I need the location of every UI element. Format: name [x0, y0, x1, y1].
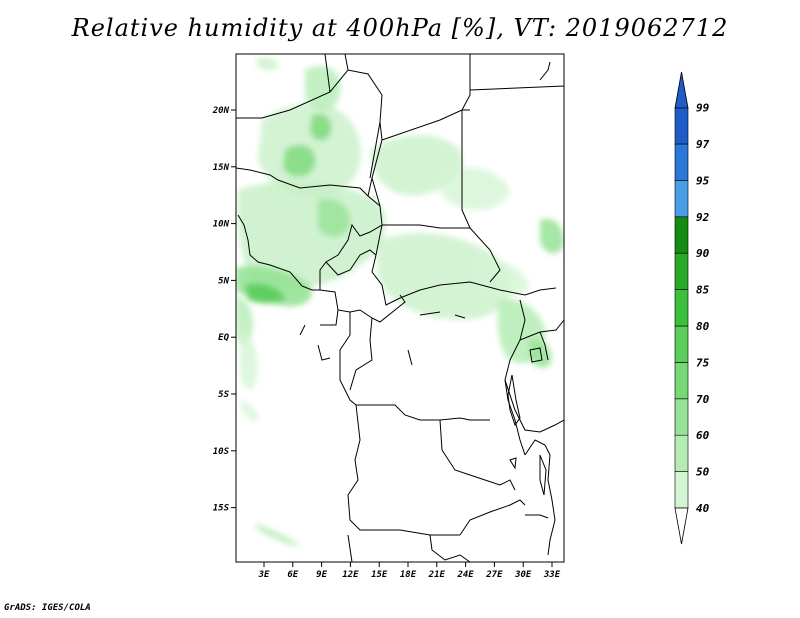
- colorbar-label: 75: [696, 356, 710, 369]
- colorbar-box: [674, 398, 689, 436]
- colorbar-label: 92: [696, 211, 710, 224]
- lat-label: 10N: [213, 220, 230, 230]
- colorbar-label: 95: [696, 174, 710, 187]
- lon-label: 21E: [428, 570, 446, 580]
- lon-label: 12E: [342, 570, 359, 580]
- colorbar-box: [674, 289, 689, 327]
- lon-label: 33E: [543, 570, 561, 580]
- lat-label: 15S: [213, 504, 230, 514]
- colorbar-box: [674, 180, 689, 218]
- colorbar-label: 90: [696, 247, 710, 260]
- lon-label: 3E: [258, 570, 270, 580]
- lat-label: 10S: [213, 447, 230, 457]
- colorbar-label: 85: [696, 284, 710, 297]
- colorbar-label: 60: [696, 429, 710, 442]
- colorbar-box: [674, 471, 689, 509]
- colorbar-label: 99: [696, 102, 710, 115]
- lon-label: 27E: [485, 570, 503, 580]
- colorbar-high-triangle: [674, 71, 689, 109]
- lat-label: EQ: [218, 333, 229, 343]
- colorbar-box: [674, 325, 689, 363]
- lat-label: 5N: [218, 276, 229, 286]
- colorbar-low-triangle: [674, 507, 689, 545]
- lon-label: 15E: [371, 570, 388, 580]
- colorbar-box: [674, 434, 689, 472]
- lon-label: 9E: [316, 570, 327, 580]
- lon-label: 18E: [400, 570, 417, 580]
- lon-label: 6E: [287, 570, 298, 580]
- colorbar-box: [674, 107, 689, 145]
- colorbar-label: 70: [696, 393, 710, 406]
- map-frame: [235, 53, 565, 563]
- colorbar-box: [674, 362, 689, 400]
- latitude-axis: 20N 15N 10N 5N EQ 5S 10S 15S: [212, 106, 236, 514]
- lat-label: 5S: [218, 390, 229, 400]
- map-title: Relative humidity at 400hPa [%], VT: 201…: [71, 14, 729, 42]
- colorbar-box: [674, 143, 689, 181]
- grads-credit: GrADS: IGES/COLA: [4, 603, 91, 613]
- humidity-shading: [236, 57, 564, 546]
- colorbar-label: 97: [696, 138, 710, 151]
- colorbar: 40 50 60 70 75 80 85 90 92 95 97 99: [674, 71, 710, 545]
- longitude-axis: 3E 6E 9E 12E 15E 18E 21E 24E 27E 30E 33E: [258, 562, 561, 580]
- colorbar-label: 50: [696, 466, 710, 479]
- colorbar-label: 40: [696, 502, 710, 515]
- colorbar-box: [674, 216, 689, 254]
- lon-label: 24E: [456, 570, 474, 580]
- lon-label: 30E: [514, 570, 532, 580]
- country-borders: [236, 54, 564, 562]
- colorbar-label: 80: [696, 320, 710, 333]
- lat-label: 20N: [212, 106, 230, 116]
- lakes: [407, 311, 549, 519]
- colorbar-box: [674, 252, 689, 290]
- lat-label: 15N: [213, 163, 230, 173]
